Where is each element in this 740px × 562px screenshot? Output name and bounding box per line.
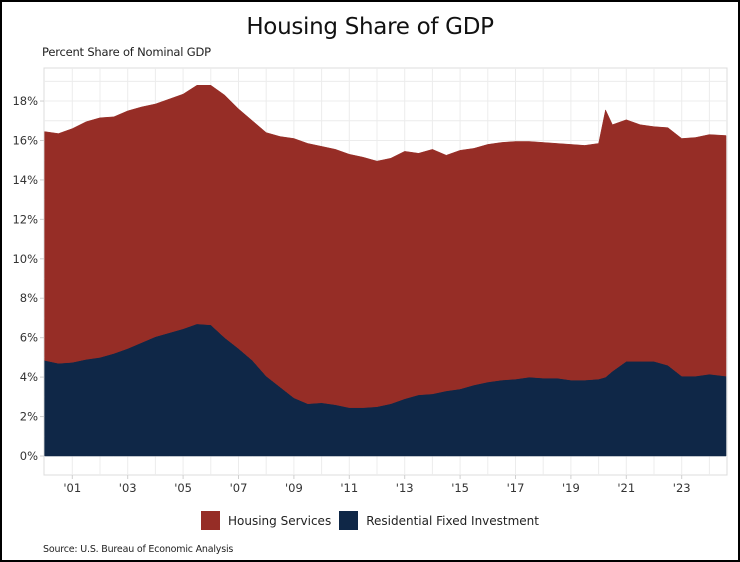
y-tick-label: 0% bbox=[20, 449, 38, 463]
x-tick-label: '11 bbox=[340, 481, 358, 495]
legend: Housing Services Residential Fixed Inves… bbox=[0, 511, 740, 530]
x-tick-label: '23 bbox=[673, 481, 691, 495]
x-tick-label: '05 bbox=[174, 481, 192, 495]
y-tick-label: 18% bbox=[12, 94, 38, 108]
legend-label-residential-fixed-investment: Residential Fixed Investment bbox=[366, 513, 539, 528]
x-tick-label: '01 bbox=[63, 481, 81, 495]
legend-item-residential-fixed-investment: Residential Fixed Investment bbox=[339, 511, 539, 530]
x-tick-label: '19 bbox=[562, 481, 580, 495]
y-tick-label: 6% bbox=[20, 331, 38, 345]
legend-item-housing-services: Housing Services bbox=[201, 511, 331, 530]
y-axis-label: Percent Share of Nominal GDP bbox=[42, 45, 211, 59]
y-tick-label: 16% bbox=[12, 133, 38, 147]
x-tick-label: '13 bbox=[396, 481, 414, 495]
y-tick-label: 10% bbox=[12, 252, 38, 266]
x-tick-label: '07 bbox=[230, 481, 248, 495]
series-areas bbox=[44, 85, 727, 457]
y-axis: 0% 2% 4% 6% 8% 10% 12% 14% 16% 18% bbox=[12, 94, 44, 463]
chart-title: Housing Share of GDP bbox=[246, 14, 494, 40]
source-note: Source: U.S. Bureau of Economic Analysis bbox=[43, 544, 234, 555]
y-tick-label: 8% bbox=[20, 291, 38, 305]
x-tick-label: '03 bbox=[119, 481, 137, 495]
x-tick-label: '17 bbox=[507, 481, 525, 495]
y-tick-label: 4% bbox=[20, 370, 38, 384]
legend-label-housing-services: Housing Services bbox=[228, 513, 332, 528]
x-axis: '01 '03 '05 '07 '09 '11 '13 '15 '17 '19 '21 '23 bbox=[63, 475, 691, 495]
x-tick-label: '15 bbox=[451, 481, 469, 495]
area-housing-services bbox=[44, 85, 727, 408]
legend-swatch-housing-services bbox=[201, 511, 220, 530]
y-tick-label: 14% bbox=[12, 173, 38, 187]
legend-swatch-residential-fixed-investment bbox=[339, 511, 359, 530]
y-tick-label: 12% bbox=[12, 212, 38, 226]
x-tick-label: '09 bbox=[285, 481, 303, 495]
y-tick-label: 2% bbox=[20, 410, 38, 424]
x-tick-label: '21 bbox=[617, 481, 635, 495]
